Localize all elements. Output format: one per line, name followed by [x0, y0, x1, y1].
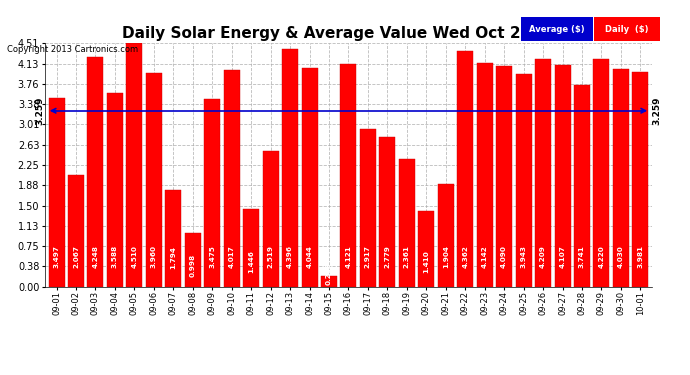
Text: 3.588: 3.588	[112, 245, 118, 268]
Bar	[613, 69, 629, 287]
Text: 4.090: 4.090	[501, 245, 507, 268]
Text: 2.067: 2.067	[73, 245, 79, 268]
Text: 4.044: 4.044	[306, 245, 313, 268]
Text: 3.475: 3.475	[209, 245, 215, 268]
Text: 1.410: 1.410	[423, 251, 429, 273]
Bar	[321, 276, 337, 287]
Bar	[477, 63, 493, 287]
Bar	[457, 51, 473, 287]
Text: 3.981: 3.981	[638, 245, 643, 268]
Text: 4.248: 4.248	[92, 245, 99, 268]
Text: 4.121: 4.121	[346, 245, 351, 268]
Text: 1.904: 1.904	[443, 246, 448, 268]
Bar	[555, 65, 571, 287]
Text: 3.259: 3.259	[652, 96, 661, 125]
Bar	[302, 68, 317, 287]
Text: 4.017: 4.017	[228, 245, 235, 268]
Text: 2.779: 2.779	[384, 245, 391, 268]
Bar	[496, 66, 512, 287]
Bar	[263, 151, 279, 287]
Text: 3.943: 3.943	[520, 245, 526, 268]
Text: 3.741: 3.741	[579, 245, 585, 268]
Bar	[399, 159, 415, 287]
Text: Average ($): Average ($)	[529, 25, 585, 34]
Bar	[437, 184, 454, 287]
Text: 0.203: 0.203	[326, 262, 332, 285]
Bar	[340, 64, 357, 287]
Bar	[107, 93, 123, 287]
Bar	[224, 70, 239, 287]
Bar	[48, 98, 64, 287]
Text: 0.998: 0.998	[190, 254, 196, 277]
Title: Daily Solar Energy & Average Value Wed Oct 2 06:57: Daily Solar Energy & Average Value Wed O…	[122, 26, 575, 40]
Bar	[535, 59, 551, 287]
Bar	[126, 43, 142, 287]
Bar	[418, 211, 434, 287]
Bar	[515, 74, 531, 287]
Text: 4.142: 4.142	[482, 245, 488, 268]
Text: 2.519: 2.519	[268, 245, 274, 268]
Text: Daily  ($): Daily ($)	[605, 25, 649, 34]
Bar	[88, 57, 103, 287]
Text: 1.446: 1.446	[248, 250, 254, 273]
Bar	[146, 73, 162, 287]
Bar	[68, 175, 84, 287]
Text: 2.361: 2.361	[404, 245, 410, 268]
Bar	[633, 72, 649, 287]
Text: 4.209: 4.209	[540, 245, 546, 268]
Text: 3.259: 3.259	[36, 96, 45, 125]
Text: 4.220: 4.220	[598, 245, 604, 268]
Bar	[593, 59, 609, 287]
Bar	[204, 99, 220, 287]
Text: 4.510: 4.510	[131, 245, 137, 268]
Text: Copyright 2013 Cartronics.com: Copyright 2013 Cartronics.com	[7, 45, 138, 54]
Text: 3.497: 3.497	[54, 245, 59, 268]
Bar	[360, 129, 376, 287]
Bar	[574, 85, 590, 287]
Bar	[282, 49, 298, 287]
Text: 2.917: 2.917	[365, 245, 371, 268]
Text: 4.107: 4.107	[560, 245, 566, 268]
Text: 1.794: 1.794	[170, 246, 177, 269]
Text: 4.396: 4.396	[287, 245, 293, 268]
Bar	[166, 190, 181, 287]
Bar	[380, 136, 395, 287]
Text: 4.030: 4.030	[618, 245, 624, 268]
Text: 3.960: 3.960	[151, 245, 157, 268]
Bar	[243, 209, 259, 287]
Text: 4.362: 4.362	[462, 245, 469, 268]
Bar	[185, 233, 201, 287]
